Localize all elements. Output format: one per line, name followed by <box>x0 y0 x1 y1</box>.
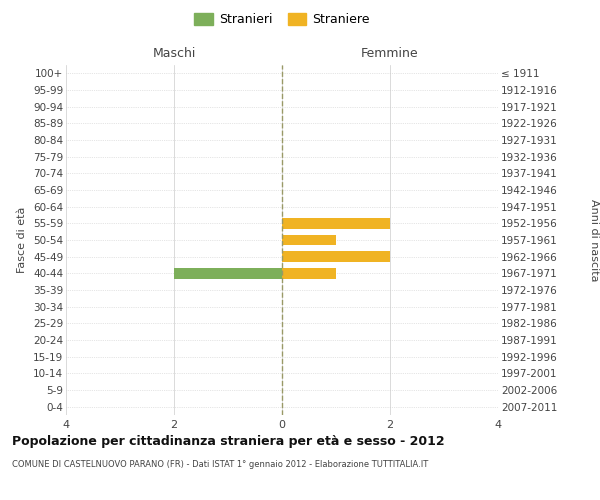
Text: COMUNE DI CASTELNUOVO PARANO (FR) - Dati ISTAT 1° gennaio 2012 - Elaborazione TU: COMUNE DI CASTELNUOVO PARANO (FR) - Dati… <box>12 460 428 469</box>
Bar <box>282 234 336 246</box>
Bar <box>282 268 336 279</box>
Y-axis label: Fasce di età: Fasce di età <box>17 207 28 273</box>
Bar <box>174 268 282 279</box>
Text: Maschi: Maschi <box>152 47 196 60</box>
Bar <box>282 218 390 228</box>
Y-axis label: Anni di nascita: Anni di nascita <box>589 198 599 281</box>
Text: Femmine: Femmine <box>361 47 419 60</box>
Bar <box>282 251 390 262</box>
Text: Popolazione per cittadinanza straniera per età e sesso - 2012: Popolazione per cittadinanza straniera p… <box>12 435 445 448</box>
Legend: Stranieri, Straniere: Stranieri, Straniere <box>189 8 375 31</box>
